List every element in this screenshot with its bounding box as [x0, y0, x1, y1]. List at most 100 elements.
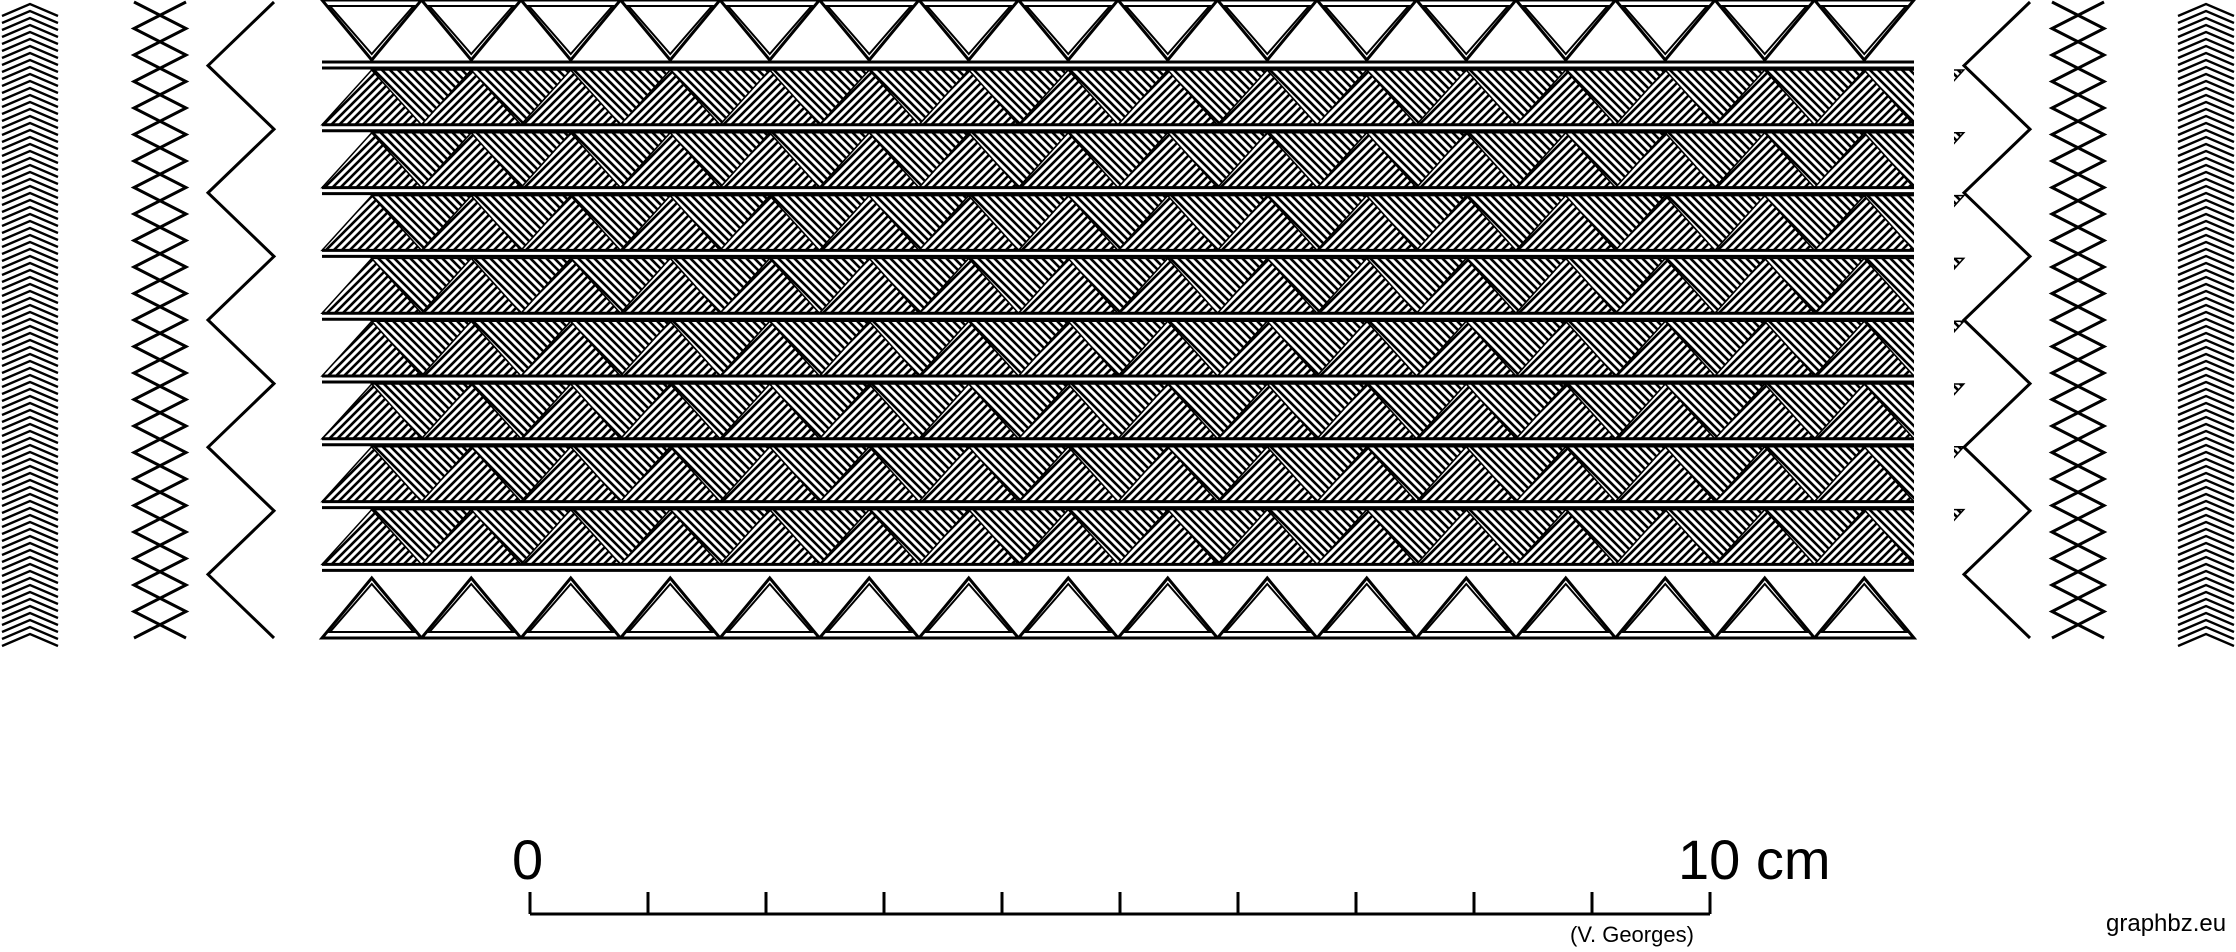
- herringbone-chevron: [2177, 254, 2235, 270]
- bottom-border-triangle-inner: [1123, 582, 1212, 633]
- herringbone-chevron: [1, 478, 59, 494]
- herringbone-chevron: [1, 324, 59, 340]
- herringbone-chevron: [2177, 261, 2235, 277]
- herringbone-chevron: [2177, 506, 2235, 522]
- herringbone-chevron: [1, 471, 59, 487]
- top-border-triangle-inner: [427, 5, 516, 56]
- herringbone-chevron: [1, 317, 59, 333]
- herringbone-chevron: [2177, 296, 2235, 312]
- herringbone-chevron: [2177, 597, 2235, 613]
- herringbone-chevron: [2177, 58, 2235, 74]
- herringbone-chevron: [1, 527, 59, 543]
- bottom-border-triangle: [617, 575, 724, 640]
- top-triangle-border: [320, 0, 1916, 63]
- left-zigzag-border: [205, 0, 277, 640]
- herringbone-chevron: [1, 499, 59, 515]
- bottom-border-triangle: [517, 575, 624, 640]
- herringbone-chevron: [2177, 191, 2235, 207]
- herringbone-chevron: [1, 240, 59, 256]
- top-border-triangle: [419, 0, 523, 63]
- top-border-triangle: [1215, 0, 1319, 63]
- top-border-triangle: [1613, 0, 1717, 63]
- herringbone-chevron: [2177, 65, 2235, 81]
- herringbone-chevron: [2177, 79, 2235, 95]
- bottom-border-triangle: [1413, 575, 1520, 640]
- top-border-triangle: [1116, 0, 1220, 63]
- herringbone-chevron: [2177, 604, 2235, 620]
- herringbone-chevron: [2177, 345, 2235, 361]
- herringbone-chevron: [1, 135, 59, 151]
- top-border-triangle-inner: [526, 5, 615, 56]
- bottom-border-triangle-inner: [825, 582, 914, 633]
- bottom-border-triangle: [1512, 575, 1619, 640]
- bottom-border-triangle: [1015, 575, 1122, 640]
- bottom-border-triangle: [1313, 575, 1420, 640]
- herringbone-chevron: [1, 590, 59, 606]
- bottom-border-triangle-inner: [1024, 582, 1113, 633]
- herringbone-chevron: [1, 9, 59, 25]
- herringbone-chevron: [2177, 170, 2235, 186]
- top-border-triangle-inner: [1521, 5, 1610, 56]
- herringbone-chevron: [2177, 380, 2235, 396]
- herringbone-chevron: [2177, 541, 2235, 557]
- herringbone-chevron: [1, 345, 59, 361]
- top-border-triangle-inner: [1123, 5, 1212, 56]
- lattice-line: [130, 0, 190, 640]
- herringbone-chevron: [2177, 135, 2235, 151]
- herringbone-chevron: [2177, 625, 2235, 641]
- herringbone-chevron: [1, 366, 59, 382]
- herringbone-chevron: [1, 513, 59, 529]
- herringbone-chevron: [2177, 366, 2235, 382]
- herringbone-chevron: [1, 415, 59, 431]
- lattice-line: [2048, 0, 2108, 640]
- herringbone-chevron: [2177, 478, 2235, 494]
- herringbone-chevron: [2177, 37, 2235, 53]
- author-credit: (V. Georges): [1570, 922, 1694, 947]
- herringbone-chevron: [2177, 142, 2235, 158]
- panel-edge-mask: [1914, 60, 1954, 580]
- top-border-triangle: [320, 0, 424, 63]
- herringbone-chevron: [1, 485, 59, 501]
- herringbone-chevron: [1, 506, 59, 522]
- herringbone-chevron: [1, 618, 59, 634]
- herringbone-chevron: [1, 205, 59, 221]
- herringbone-chevron: [2177, 86, 2235, 102]
- herringbone-chevron: [1, 177, 59, 193]
- herringbone-chevron: [1, 611, 59, 627]
- top-border-triangle: [618, 0, 722, 63]
- herringbone-chevron: [1, 457, 59, 473]
- herringbone-chevron: [1, 429, 59, 445]
- herringbone-chevron: [2177, 121, 2235, 137]
- herringbone-chevron: [2177, 282, 2235, 298]
- herringbone-chevron: [1, 373, 59, 389]
- bottom-border-triangle: [318, 575, 425, 640]
- top-border-triangle: [1016, 0, 1120, 63]
- herringbone-chevron: [1, 16, 59, 32]
- herringbone-chevron: [1, 219, 59, 235]
- top-border-triangle-inner: [1024, 5, 1113, 56]
- herringbone-chevron: [1, 387, 59, 403]
- top-border-triangle: [1514, 0, 1618, 63]
- herringbone-chevron: [2177, 499, 2235, 515]
- herringbone-chevron: [1, 233, 59, 249]
- bottom-border-triangle-inner: [427, 582, 516, 633]
- herringbone-chevron: [2177, 443, 2235, 459]
- herringbone-chevron: [1, 569, 59, 585]
- herringbone-chevron: [2177, 72, 2235, 88]
- herringbone-chevron: [2177, 156, 2235, 172]
- herringbone-chevron: [2177, 569, 2235, 585]
- herringbone-chevron: [2177, 338, 2235, 354]
- herringbone-chevron: [2177, 303, 2235, 319]
- herringbone-chevron: [2177, 310, 2235, 326]
- top-border-triangle: [1713, 0, 1817, 63]
- herringbone-chevron: [1, 163, 59, 179]
- herringbone-chevron: [1, 520, 59, 536]
- herringbone-chevron: [1, 422, 59, 438]
- herringbone-chevron: [1, 58, 59, 74]
- herringbone-chevron: [2177, 205, 2235, 221]
- right-zigzag-border: [1961, 0, 2033, 640]
- herringbone-chevron: [1, 156, 59, 172]
- top-border-triangle: [718, 0, 822, 63]
- herringbone-chevron: [2177, 520, 2235, 536]
